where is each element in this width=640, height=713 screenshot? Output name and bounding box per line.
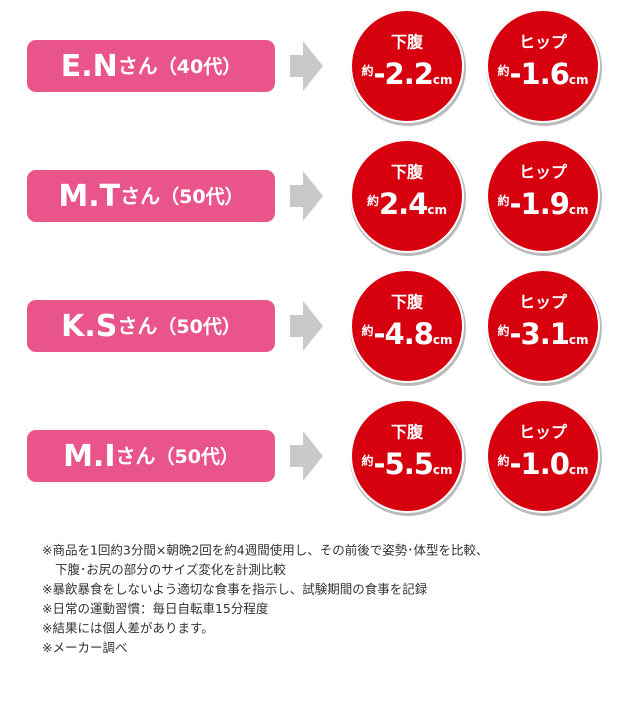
person-name: K.S: [61, 309, 117, 344]
person-name: M.T: [58, 179, 120, 214]
prefix: 約: [497, 193, 509, 208]
prefix: 約: [361, 63, 373, 78]
note: ※商品を1回約3分間×朝晩2回を約4週間使用し、その前後で姿勢･体型を比較、: [42, 543, 489, 558]
result-value: 約-2.2cm: [361, 57, 452, 91]
result-circle: [486, 9, 600, 123]
result-circle: [486, 269, 600, 383]
value: -2.2: [373, 57, 432, 91]
name-pill: [27, 430, 275, 482]
value: -4.8: [373, 317, 432, 351]
note: ※結果には個人差があります。: [42, 621, 214, 636]
person-label: M.Iさん（50代）: [63, 439, 239, 474]
result-label: 下腹: [391, 163, 424, 182]
note: 下腹･お尻の部分のサイズ変化を計測比較: [55, 562, 286, 577]
arrow: [290, 41, 323, 91]
honorific: さん: [115, 444, 155, 468]
person-label: K.Sさん（50代）: [61, 309, 241, 344]
arrow: [290, 171, 323, 221]
value: 2.4: [379, 187, 427, 221]
honorific: さん: [120, 184, 160, 208]
result-value: 約-1.9cm: [497, 187, 588, 221]
prefix: 約: [361, 453, 373, 468]
prefix: 約: [361, 323, 373, 338]
arrow: [290, 301, 323, 351]
note: ※日常の運動習慣：毎日自転車15分程度: [42, 601, 269, 616]
result-circle: [350, 9, 464, 123]
result-label: 下腹: [391, 293, 424, 312]
result-label: ヒップ: [519, 423, 568, 442]
prefix: 約: [497, 323, 509, 338]
name-pill: [27, 300, 275, 352]
honorific: さん: [117, 314, 157, 338]
note: ※メーカー調べ: [42, 640, 127, 655]
result-value: 約-3.1cm: [497, 317, 588, 351]
prefix: 約: [497, 453, 509, 468]
name-pill: [27, 40, 275, 92]
result-circle: [350, 139, 464, 253]
result-circle: [486, 399, 600, 513]
unit: cm: [569, 463, 589, 477]
value: -1.6: [509, 57, 568, 91]
result-circle: [486, 139, 600, 253]
note: ※暴飲暴食をしないよう適切な食事を指示し、試験期間の食事を記録: [42, 582, 428, 597]
result-circle: [350, 269, 464, 383]
age: （50代）: [155, 445, 238, 468]
unit: cm: [569, 333, 589, 347]
result-value: 約-5.5cm: [361, 447, 452, 481]
result-label: ヒップ: [519, 293, 568, 312]
value: -1.0: [509, 447, 568, 481]
name-pill: [27, 170, 275, 222]
person-label: M.Tさん（50代）: [58, 179, 243, 214]
result-label: 下腹: [391, 33, 424, 52]
age: （50代）: [160, 185, 243, 208]
result-value: 約-1.6cm: [497, 57, 588, 91]
unit: cm: [569, 73, 589, 87]
unit: cm: [433, 333, 453, 347]
unit: cm: [427, 203, 447, 217]
arrow: [290, 431, 323, 481]
value: -3.1: [509, 317, 568, 351]
result-value: 約2.4cm: [367, 187, 447, 221]
value: -1.9: [509, 187, 568, 221]
result-value: 約-4.8cm: [361, 317, 452, 351]
person-label: E.Nさん（40代）: [61, 49, 241, 84]
age: （40代）: [158, 55, 241, 78]
value: -5.5: [373, 447, 432, 481]
unit: cm: [433, 463, 453, 477]
result-label: 下腹: [391, 423, 424, 442]
result-circle: [350, 399, 464, 513]
prefix: 約: [367, 193, 379, 208]
person-name: E.N: [61, 49, 118, 84]
age: （50代）: [157, 315, 240, 338]
honorific: さん: [118, 54, 158, 78]
prefix: 約: [497, 63, 509, 78]
unit: cm: [569, 203, 589, 217]
result-label: ヒップ: [519, 163, 568, 182]
result-label: ヒップ: [519, 33, 568, 52]
result-value: 約-1.0cm: [497, 447, 588, 481]
unit: cm: [433, 73, 453, 87]
person-name: M.I: [63, 439, 115, 474]
